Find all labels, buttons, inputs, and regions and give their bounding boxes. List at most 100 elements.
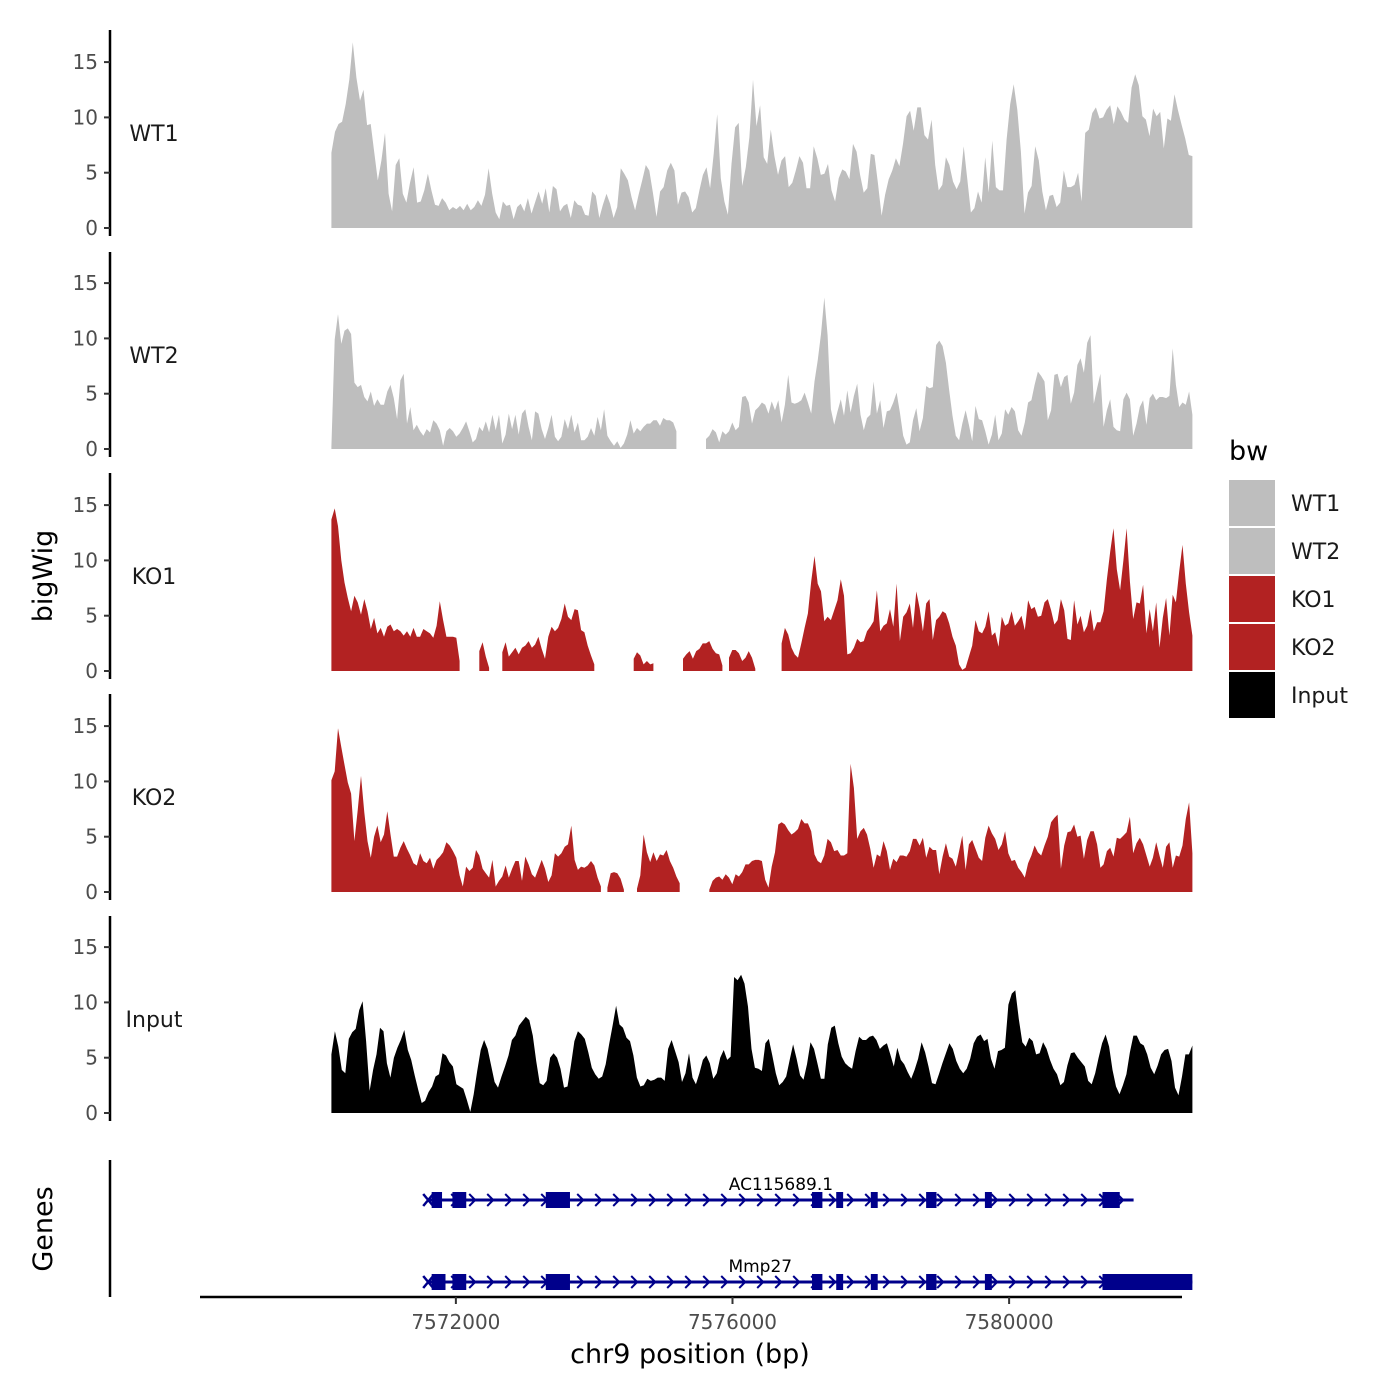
strand-arrow xyxy=(828,1193,837,1207)
area-input-segment xyxy=(331,974,1193,1113)
track-wt1: 0 5 10 15 WT1 xyxy=(73,30,1193,240)
y-tick-label: 10 xyxy=(73,548,98,572)
strand-arrow xyxy=(486,1193,495,1207)
y-tick-label: 15 xyxy=(73,935,98,959)
area-ko1-segment xyxy=(633,652,654,671)
strand-arrow xyxy=(630,1275,639,1289)
legend-label: Input xyxy=(1291,684,1348,709)
strand-arrow xyxy=(1062,1275,1071,1289)
track-wt2: 0 5 10 15 WT2 xyxy=(73,252,1193,461)
strand-arrow xyxy=(612,1193,621,1207)
strand-arrow xyxy=(882,1193,891,1207)
strand-arrow xyxy=(1062,1193,1071,1207)
area-ko1-segment xyxy=(729,650,756,671)
strand-arrow xyxy=(522,1193,531,1207)
strand-arrow xyxy=(1044,1193,1053,1207)
strand-arrow xyxy=(936,1193,945,1207)
genes-axis-title: Genes xyxy=(28,1186,59,1271)
strand-arrow xyxy=(990,1275,999,1289)
strand-arrow xyxy=(900,1193,909,1207)
area-ko1-segment xyxy=(781,528,1193,671)
y-tick-label: 0 xyxy=(85,1101,98,1125)
area-ko1-segment xyxy=(502,603,595,671)
y-tick-label: 10 xyxy=(73,105,98,129)
strand-arrow xyxy=(738,1275,747,1289)
x-axis-title: chr9 position (bp) xyxy=(570,1339,810,1370)
strand-arrow xyxy=(666,1275,675,1289)
strand-arrow xyxy=(486,1275,495,1289)
legend-label: WT1 xyxy=(1291,492,1340,517)
gene-start-marker xyxy=(422,1275,435,1289)
strand-arrow xyxy=(792,1275,801,1289)
area-ko2-segment xyxy=(331,728,601,892)
legend-swatch xyxy=(1229,576,1275,622)
y-tick-label: 15 xyxy=(73,50,98,74)
gene-exon xyxy=(452,1274,467,1290)
gene-exon xyxy=(545,1192,570,1208)
legend-swatch xyxy=(1229,480,1275,526)
area-wt2-segment xyxy=(706,297,1193,449)
strand-arrow xyxy=(972,1275,981,1289)
y-tick-label: 5 xyxy=(85,604,98,628)
gene-exon xyxy=(926,1192,937,1208)
track-label-wt2: WT2 xyxy=(129,344,178,369)
y-tick-label: 0 xyxy=(85,437,98,461)
strand-arrow xyxy=(936,1275,945,1289)
gene-exon xyxy=(812,1274,823,1290)
strand-arrow xyxy=(792,1193,801,1207)
track-label-ko1: KO1 xyxy=(132,565,177,590)
strand-arrow xyxy=(720,1275,729,1289)
legend-entry-input: Input xyxy=(1229,672,1348,718)
strand-arrow xyxy=(720,1193,729,1207)
strand-arrow xyxy=(1026,1193,1035,1207)
legend-swatch xyxy=(1229,528,1275,574)
area-ko1-segment xyxy=(479,642,490,671)
strand-arrow xyxy=(522,1275,531,1289)
strand-arrow xyxy=(774,1275,783,1289)
strand-arrow xyxy=(702,1275,711,1289)
track-label-input: Input xyxy=(126,1008,183,1033)
gene-exon xyxy=(431,1274,446,1290)
strand-arrow xyxy=(684,1193,693,1207)
gene-exon xyxy=(836,1192,844,1208)
legend-entry-ko1: KO1 xyxy=(1229,576,1336,622)
x-tick-label: 7572000 xyxy=(411,1310,500,1334)
strand-arrow xyxy=(1026,1275,1035,1289)
strand-arrow xyxy=(504,1193,513,1207)
y-tick-label: 10 xyxy=(73,769,98,793)
strand-arrow xyxy=(504,1275,513,1289)
strand-arrow xyxy=(594,1275,603,1289)
gene-exon xyxy=(812,1192,823,1208)
y-tick-label: 15 xyxy=(73,493,98,517)
y-tick-label: 15 xyxy=(73,271,98,295)
legend-entry-wt1: WT1 xyxy=(1229,480,1340,526)
gene-start-marker xyxy=(422,1193,435,1207)
strand-arrow xyxy=(1008,1275,1017,1289)
area-wt1-segment xyxy=(331,42,1193,229)
track-ko2: 0 5 10 15 KO2 xyxy=(73,694,1193,904)
gene-exon xyxy=(870,1274,878,1290)
y-tick-label: 5 xyxy=(85,161,98,185)
legend-swatch xyxy=(1229,624,1275,670)
legend-label: KO1 xyxy=(1291,588,1336,613)
gene-exon xyxy=(431,1192,443,1208)
legend-entries: WT1 WT2 KO1 KO2 Input xyxy=(1229,480,1348,718)
strand-arrow xyxy=(954,1193,963,1207)
strand-arrow xyxy=(666,1193,675,1207)
x-tick-label: 7580000 xyxy=(965,1310,1054,1334)
strand-arrow xyxy=(630,1193,639,1207)
gene-label: AC115689.1 xyxy=(729,1175,833,1195)
strand-arrow xyxy=(576,1275,585,1289)
area-ko2-segment xyxy=(607,872,624,892)
y-tick-label: 15 xyxy=(73,714,98,738)
strand-arrow xyxy=(756,1275,765,1289)
area-ko2-segment xyxy=(637,834,680,892)
gene-exon xyxy=(870,1192,878,1208)
strand-arrow xyxy=(684,1275,693,1289)
y-tick-label: 5 xyxy=(85,825,98,849)
x-tick-label: 7576000 xyxy=(688,1310,777,1334)
gene-label: Mmp27 xyxy=(728,1257,792,1277)
x-axis: 7572000 7576000 7580000 xyxy=(200,1295,1182,1334)
strand-arrow xyxy=(468,1193,477,1207)
gene-annotation-track: AC115689.1 Mmp27 xyxy=(108,1160,1193,1297)
